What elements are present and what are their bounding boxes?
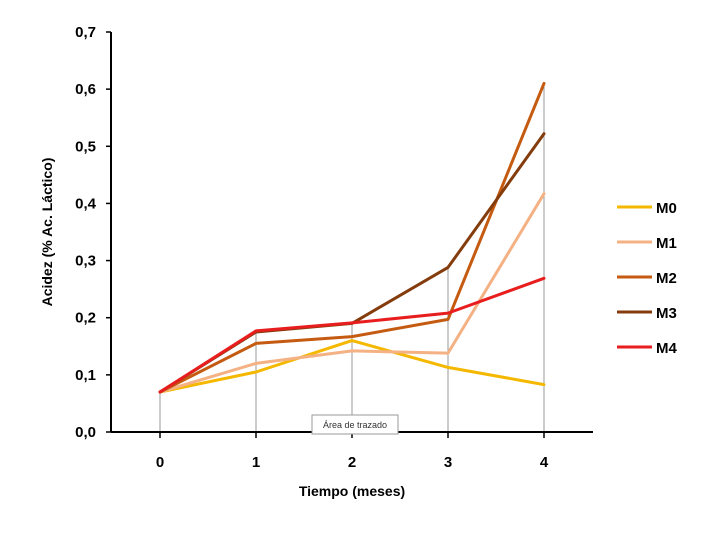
y-tick-labels: 0,0 0,1 0,2 0,3 0,4 0,5 0,6 0,7 <box>75 24 111 441</box>
x-tick-label: 3 <box>444 454 452 471</box>
series-line-m2 <box>158 81 546 394</box>
y-tick-label: 0,5 <box>75 138 96 155</box>
y-tick-label: 0,6 <box>75 81 96 98</box>
y-tick-label: 0,4 <box>75 195 97 212</box>
y-axis-title: Acidez (% Ac. Láctico) <box>39 158 55 307</box>
y-tick-label: 0,3 <box>75 253 96 270</box>
x-tick-label: 4 <box>540 454 549 471</box>
y-tick-label: 0,0 <box>75 424 96 441</box>
x-tick-label: 1 <box>252 454 260 471</box>
series-line-m0 <box>158 339 546 394</box>
tooltip-box <box>311 414 399 435</box>
x-tick-label: 2 <box>348 454 356 471</box>
y-tick-label: 0,2 <box>75 310 96 327</box>
x-tick-label: 0 <box>156 454 164 471</box>
legend: M0 M1 M2 M3 M4 <box>617 200 677 357</box>
legend-label-m3: M3 <box>656 305 677 322</box>
legend-label-m1: M1 <box>656 235 677 252</box>
y-tick-label: 0,1 <box>75 367 96 384</box>
series-lines <box>158 81 546 394</box>
legend-label-m2: M2 <box>656 270 677 287</box>
x-tick-labels: 0 1 2 3 4 <box>156 432 549 471</box>
legend-label-m0: M0 <box>656 200 677 217</box>
tooltip-text: Área de trazado <box>323 420 387 430</box>
y-tick-label: 0,7 <box>75 24 96 41</box>
x-axis-title: Tiempo (meses) <box>299 483 405 499</box>
plot-area-tooltip: Área de trazado <box>311 414 399 435</box>
series-line-m4 <box>158 276 546 394</box>
legend-label-m4: M4 <box>656 340 677 357</box>
